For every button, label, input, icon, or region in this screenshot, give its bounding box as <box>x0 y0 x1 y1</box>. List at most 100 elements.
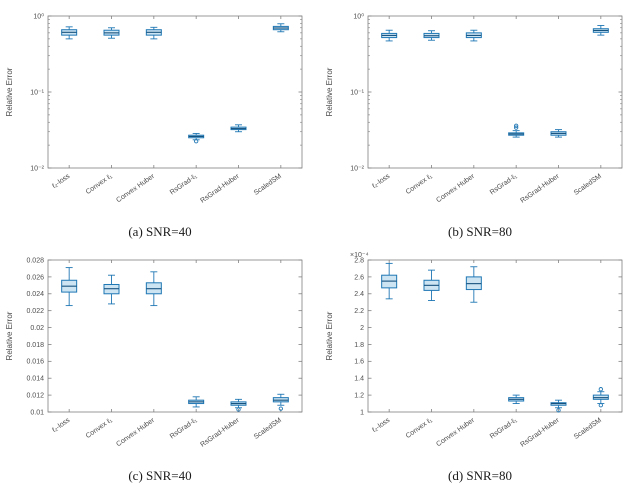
box-whisker-2 <box>145 271 162 307</box>
x-tick-label: RsGrad-ℓ₁ <box>489 173 519 197</box>
x-tick-label: ScaledSM <box>253 417 283 441</box>
box-whisker-3 <box>508 123 525 138</box>
plot-area: 0.01 0.012 0.014 0.016 0.018 0.02 0.022 0.024 0.… <box>5 257 303 449</box>
y-tick-label: 1 <box>360 409 364 416</box>
plot-area: 10⁻² 10⁻¹ 10⁰ Relative Error ℓ₂-loss Convex ℓ… <box>325 12 623 205</box>
y-tick-label: 0.02 <box>30 325 44 332</box>
box-whisker-5 <box>272 393 289 411</box>
outlier-point <box>514 125 519 130</box>
boxplot-a-svg: 10⁻² 10⁻¹ 10⁰ Relative Error ℓ₂-loss Convex ℓ… <box>5 12 303 205</box>
y-tick-label: 1.6 <box>354 359 364 366</box>
box-whisker-5 <box>272 23 289 33</box>
box-whisker-1 <box>423 269 440 301</box>
y-tick-label: 2.4 <box>354 291 364 298</box>
box-whisker-3 <box>188 132 205 144</box>
caption-c: (c) SNR=40 <box>128 468 192 483</box>
box-whisker-4 <box>550 129 567 138</box>
outlier-point <box>598 403 603 408</box>
y-tick-label: 10⁰ <box>353 12 364 20</box>
x-tick-label: RsGrad-ℓ₁ <box>169 173 199 197</box>
x-tick-label: ScaledSM <box>573 417 603 441</box>
x-tick-label: ℓ₂-loss <box>370 173 391 191</box>
y-tick-label: 2.6 <box>354 274 364 281</box>
y-tick-label: 1.8 <box>354 342 364 349</box>
y-tick-label: 2 <box>360 325 364 332</box>
y-tick-label: 10⁻¹ <box>350 89 364 96</box>
plot-area: 1 1.2 1.4 1.6 1.8 2 2.2 2.4 2.6 2.8×10⁻⁴ Relative … <box>325 252 623 449</box>
axes-box <box>367 259 623 413</box>
x-tick-label: ℓ₂-loss <box>50 417 71 435</box>
box-whisker-0 <box>381 262 398 300</box>
x-tick-label: Convex ℓ₁ <box>405 417 434 440</box>
y-tick-label: 10⁻² <box>30 165 44 172</box>
box-whisker-0 <box>381 29 398 42</box>
axes-box <box>367 15 623 169</box>
box-whisker-3 <box>188 396 205 408</box>
y-tick-label: 0.016 <box>26 359 44 366</box>
x-tick-label: ℓ₂-loss <box>50 173 71 191</box>
y-tick-label: 10⁰ <box>33 12 44 20</box>
figure-grid: 10⁻² 10⁻¹ 10⁰ Relative Error ℓ₂-loss Convex ℓ… <box>0 6 640 484</box>
x-tick-label: RsGrad-ℓ₁ <box>169 417 199 441</box>
x-tick-label: ScaledSM <box>573 173 603 197</box>
subplot-a: 10⁻² 10⁻¹ 10⁰ Relative Error ℓ₂-loss Convex ℓ… <box>0 6 320 240</box>
outlier-point <box>556 408 561 413</box>
x-tick-label: RsGrad-Huber <box>199 173 241 205</box>
x-tick-label: Convex Huber <box>435 173 476 205</box>
x-tick-label: RsGrad-ℓ₁ <box>489 417 519 441</box>
x-tick-label: Convex Huber <box>115 173 156 205</box>
boxplot-d-svg: 1 1.2 1.4 1.6 1.8 2 2.2 2.4 2.6 2.8×10⁻⁴ Relative … <box>325 252 623 449</box>
box-whisker-2 <box>465 266 482 303</box>
x-tick-label: Convex ℓ₁ <box>85 417 114 440</box>
box-whisker-2 <box>145 26 162 40</box>
y-tick-label: 1.2 <box>354 393 364 400</box>
outlier-point <box>236 407 241 412</box>
outlier-point <box>598 387 603 392</box>
box-whisker-0 <box>61 267 78 307</box>
x-tick-label: ScaledSM <box>253 173 283 197</box>
boxplot-c-svg: 0.01 0.012 0.014 0.016 0.018 0.02 0.022 0.024 0.… <box>5 257 303 449</box>
y-axis-label: Relative Error <box>5 67 14 116</box>
plot-area: 10⁻² 10⁻¹ 10⁰ Relative Error ℓ₂-loss Convex ℓ… <box>5 12 303 205</box>
box-whisker-4 <box>230 398 247 412</box>
subplot-c: 0.01 0.012 0.014 0.016 0.018 0.02 0.022 0.024 0.… <box>0 250 320 484</box>
outlier-point <box>194 139 199 144</box>
caption-d: (d) SNR=80 <box>447 468 513 483</box>
box-whisker-3 <box>508 394 525 405</box>
boxplot-b-svg: 10⁻² 10⁻¹ 10⁰ Relative Error ℓ₂-loss Convex ℓ… <box>325 12 623 205</box>
box-whisker-2 <box>465 29 482 42</box>
y-axis-label: Relative Error <box>5 311 14 360</box>
box-whisker-5 <box>592 25 609 36</box>
box-whisker-4 <box>230 124 247 133</box>
y-tick-label: 2.2 <box>354 308 364 315</box>
x-tick-label: ℓ₂-loss <box>370 417 391 435</box>
axes-box <box>47 15 303 169</box>
y-tick-label: 0.026 <box>26 274 44 281</box>
axes-box <box>47 259 303 413</box>
y-tick-label: 0.018 <box>26 342 44 349</box>
y-tick-label: 0.028 <box>26 257 44 264</box>
outlier-point <box>278 406 283 411</box>
caption-b: (b) SNR=80 <box>447 224 513 239</box>
box-whisker-1 <box>103 27 120 39</box>
y-tick-label: 0.014 <box>26 376 44 383</box>
subplot-b: 10⁻² 10⁻¹ 10⁰ Relative Error ℓ₂-loss Convex ℓ… <box>320 6 640 240</box>
caption-a: (a) SNR=40 <box>128 224 192 239</box>
y-tick-label: 10⁻² <box>350 165 364 172</box>
y-tick-label: 0.024 <box>26 291 44 298</box>
x-tick-label: RsGrad-Huber <box>199 417 241 449</box>
x-tick-label: Convex ℓ₁ <box>85 173 114 196</box>
box-whisker-5 <box>592 387 609 408</box>
y-tick-label: 10⁻¹ <box>30 89 44 96</box>
box-whisker-1 <box>423 30 440 41</box>
x-tick-label: Convex ℓ₁ <box>405 173 434 196</box>
box-whisker-1 <box>103 274 120 305</box>
box-whisker-4 <box>550 399 567 413</box>
outlier-point <box>514 123 519 128</box>
y-tick-label: 2.8 <box>354 257 364 264</box>
subplot-d: 1 1.2 1.4 1.6 1.8 2 2.2 2.4 2.6 2.8 ×10⁻⁴ Relative … <box>320 250 640 484</box>
x-tick-label: RsGrad-Huber <box>519 173 561 205</box>
y-tick-label: 0.01 <box>30 409 44 416</box>
y-tick-label: 0.022 <box>26 308 44 315</box>
y-axis-label: Relative Error <box>325 311 334 360</box>
